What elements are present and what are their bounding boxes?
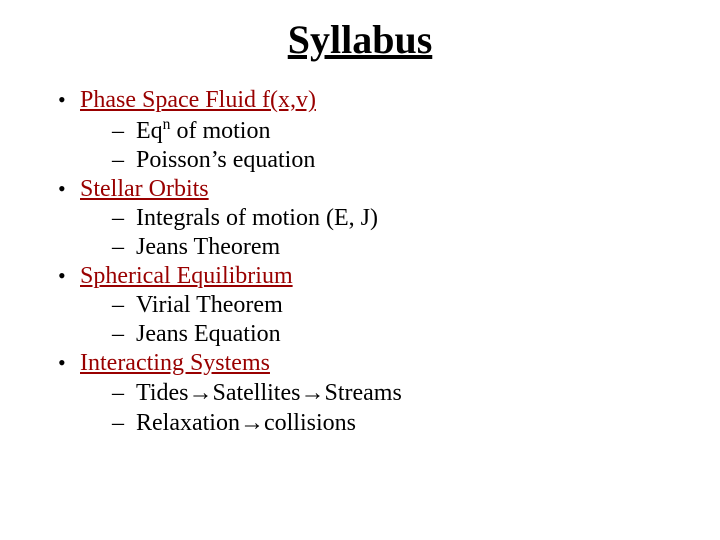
subitem-text: Poisson’s equation [136, 147, 315, 174]
list-item: –Eqn of motion [112, 116, 680, 145]
list-item: –Jeans Theorem [112, 234, 680, 261]
section-item: • Spherical Equilibrium –Virial Theorem … [58, 263, 680, 348]
section-item: • Stellar Orbits –Integrals of motion (E… [58, 176, 680, 261]
subitem-text: Integrals of motion (E, J) [136, 205, 378, 232]
list-item: –Relaxation→collisions [112, 409, 680, 437]
section-row: • Spherical Equilibrium [58, 263, 680, 290]
bullet-icon: • [58, 89, 68, 111]
dash-icon: – [112, 292, 126, 319]
section-item: • Interacting Systems –Tides→Satellites→… [58, 350, 680, 437]
list-item: –Jeans Equation [112, 321, 680, 348]
slide: Syllabus • Phase Space Fluid f(x,v) –Eqn… [0, 0, 720, 540]
section-label: Spherical Equilibrium [80, 263, 293, 290]
subitem-list: –Eqn of motion –Poisson’s equation [58, 116, 680, 174]
section-row: • Interacting Systems [58, 350, 680, 377]
dash-icon: – [112, 380, 126, 407]
list-item: –Integrals of motion (E, J) [112, 205, 680, 232]
subitem-list: –Virial Theorem –Jeans Equation [58, 292, 680, 348]
dash-icon: – [112, 410, 126, 437]
section-label: Phase Space Fluid f(x,v) [80, 87, 316, 114]
list-item: –Tides→Satellites→Streams [112, 379, 680, 407]
subitem-text: Tides→Satellites→Streams [136, 379, 402, 407]
bullet-icon: • [58, 265, 68, 287]
section-row: • Stellar Orbits [58, 176, 680, 203]
bullet-icon: • [58, 352, 68, 374]
subitem-text: Jeans Theorem [136, 234, 280, 261]
dash-icon: – [112, 118, 126, 145]
syllabus-list: • Phase Space Fluid f(x,v) –Eqn of motio… [40, 87, 680, 437]
dash-icon: – [112, 234, 126, 261]
page-title: Syllabus [40, 16, 680, 63]
subitem-text: Eqn of motion [136, 116, 270, 145]
section-label: Interacting Systems [80, 350, 270, 377]
subitem-list: –Tides→Satellites→Streams –Relaxation→co… [58, 379, 680, 437]
list-item: –Poisson’s equation [112, 147, 680, 174]
subitem-text: Jeans Equation [136, 321, 281, 348]
section-label: Stellar Orbits [80, 176, 209, 203]
dash-icon: – [112, 321, 126, 348]
bullet-icon: • [58, 178, 68, 200]
section-item: • Phase Space Fluid f(x,v) –Eqn of motio… [58, 87, 680, 174]
list-item: –Virial Theorem [112, 292, 680, 319]
subitem-text: Virial Theorem [136, 292, 283, 319]
subitem-list: –Integrals of motion (E, J) –Jeans Theor… [58, 205, 680, 261]
section-row: • Phase Space Fluid f(x,v) [58, 87, 680, 114]
dash-icon: – [112, 205, 126, 232]
dash-icon: – [112, 147, 126, 174]
subitem-text: Relaxation→collisions [136, 409, 356, 437]
